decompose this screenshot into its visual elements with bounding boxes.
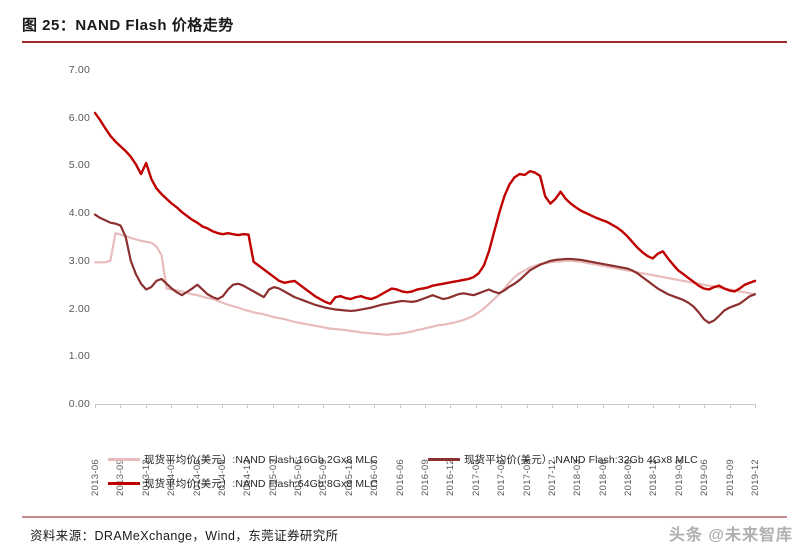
footer-divider bbox=[22, 516, 787, 518]
x-axis-tick-mark bbox=[704, 404, 706, 408]
x-axis-tick-mark bbox=[298, 404, 300, 408]
series-line bbox=[93, 232, 757, 336]
legend-item[interactable]: 现货平均价(美元）:NAND Flash:16Gb 2Gx8 MLC bbox=[108, 452, 378, 467]
legend-label: 现货平均价(美元）:NAND Flash:32Gb 4Gx8 MLC bbox=[464, 454, 698, 466]
y-axis-tick-label: 1.00 bbox=[68, 350, 90, 363]
x-axis-tick-mark bbox=[95, 404, 96, 408]
y-axis-labels: 0.00 1.00 2.00 3.00 4.00 5.00 6.00 7.00 bbox=[45, 64, 90, 410]
y-axis-tick-label: 4.00 bbox=[68, 207, 90, 220]
series-line bbox=[93, 111, 757, 306]
x-axis-tick-mark bbox=[221, 404, 223, 408]
legend-label: 现货平均价(美元）:NAND Flash:16Gb 2Gx8 MLC bbox=[144, 454, 378, 466]
x-axis-tick-mark bbox=[475, 404, 477, 408]
x-axis-tick-mark bbox=[120, 404, 122, 408]
legend-color-swatch bbox=[428, 458, 460, 461]
x-axis-tick-mark bbox=[374, 404, 376, 408]
x-axis-tick-mark bbox=[196, 404, 198, 408]
x-axis-tick-mark bbox=[602, 404, 604, 408]
y-axis-tick-label: 0.00 bbox=[68, 398, 90, 410]
x-axis-tick-mark bbox=[653, 404, 655, 408]
series-lines bbox=[93, 111, 757, 336]
y-axis-tick-label: 6.00 bbox=[68, 111, 90, 124]
legend-color-swatch bbox=[108, 482, 140, 485]
plot-area bbox=[93, 70, 757, 404]
y-axis-tick-label: 3.00 bbox=[68, 254, 90, 267]
x-axis-tick-mark bbox=[526, 404, 528, 408]
x-axis-tick-mark bbox=[678, 404, 680, 408]
x-axis-tick-mark bbox=[729, 404, 731, 408]
x-axis-tick-mark bbox=[450, 404, 452, 408]
x-axis-tick-mark bbox=[755, 404, 756, 408]
x-axis-tick-mark bbox=[628, 404, 630, 408]
y-axis-tick-label: 7.00 bbox=[68, 64, 90, 76]
series-line bbox=[93, 213, 757, 324]
x-axis-tick-mark bbox=[247, 404, 249, 408]
page-title: 图 25：NAND Flash 价格走势 bbox=[22, 17, 234, 34]
x-axis-tick-mark bbox=[348, 404, 350, 408]
title-divider bbox=[22, 41, 787, 43]
watermark: 头条 @未来智库 bbox=[668, 527, 793, 544]
legend-label: 现货平均价(美元）:NAND Flash:64Gb 8Gx8 MLC bbox=[144, 478, 378, 490]
x-axis-tick-mark bbox=[425, 404, 426, 408]
x-axis-tick-mark bbox=[501, 404, 503, 408]
x-axis-tick-mark bbox=[272, 404, 274, 408]
x-axis-tick-mark bbox=[171, 404, 173, 408]
legend-color-swatch bbox=[108, 458, 140, 461]
x-axis-tick-mark bbox=[577, 404, 579, 408]
x-axis-tick-mark bbox=[551, 404, 553, 408]
y-axis-tick-label: 5.00 bbox=[68, 159, 90, 172]
legend-item[interactable]: 现货平均价(美元）:NAND Flash:64Gb 8Gx8 MLC bbox=[108, 476, 378, 491]
legend-item[interactable]: 现货平均价(美元）:NAND Flash:32Gb 4Gx8 MLC bbox=[428, 452, 698, 467]
x-axis-tick-mark bbox=[323, 404, 325, 408]
chart-container: 0.00 1.00 2.00 3.00 4.00 5.00 6.00 7.00 2013-06… bbox=[0, 55, 809, 496]
source-note: 资料来源：DRAMeXchange，Wind，东莞证券研究所 bbox=[30, 529, 339, 543]
chart-legend: 现货平均价(美元）:NAND Flash:16Gb 2Gx8 MLC 现货平均价(… bbox=[0, 452, 809, 500]
y-axis-tick-label: 2.00 bbox=[68, 302, 90, 315]
x-axis-tick-mark bbox=[145, 404, 147, 408]
x-axis-tick-mark bbox=[399, 404, 401, 408]
